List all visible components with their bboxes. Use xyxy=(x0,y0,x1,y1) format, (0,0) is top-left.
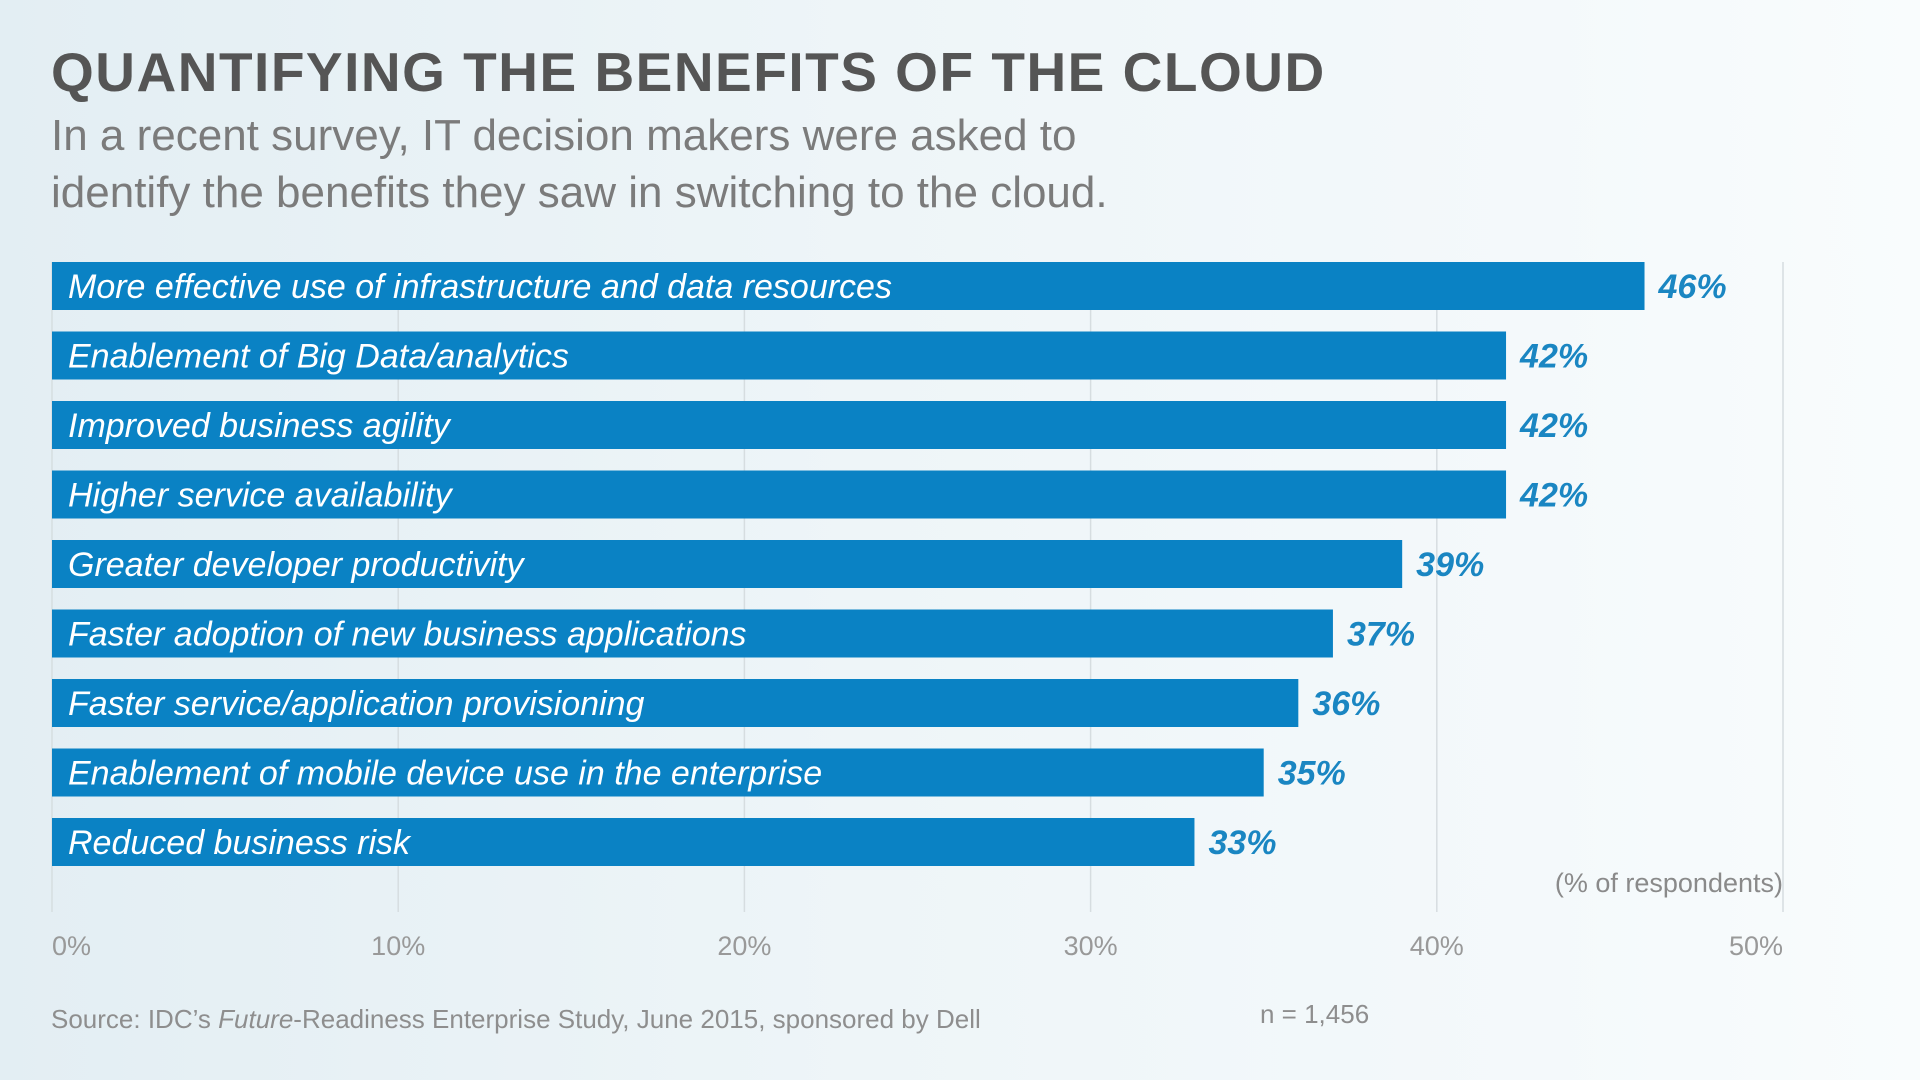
value-label: 42% xyxy=(1519,477,1588,515)
bar-labels: More effective use of infrastructure and… xyxy=(68,268,1727,862)
category-label: More effective use of infrastructure and… xyxy=(68,268,892,306)
x-axis-unit-label: (% of respondents) xyxy=(1555,868,1783,898)
source-suffix: -Readiness Enterprise Study, June 2015, … xyxy=(293,1004,981,1034)
value-label: 37% xyxy=(1347,616,1415,654)
bar xyxy=(52,331,1507,380)
source-prefix: Source: IDC’s xyxy=(51,1004,219,1034)
bar xyxy=(52,401,1507,449)
x-tick-label: 20% xyxy=(717,931,771,961)
bar xyxy=(52,540,1403,588)
category-label: Higher service availability xyxy=(68,477,454,515)
category-label: Enablement of Big Data/analytics xyxy=(68,338,569,376)
chart-subtitle-line-2: identify the benefits they saw in switch… xyxy=(51,168,1108,217)
x-axis: (% of respondents) 0% 10% 20% 30% 40% 50% xyxy=(52,868,1783,961)
category-label: Greater developer productivity xyxy=(68,546,525,584)
bar xyxy=(52,470,1507,519)
x-tick-label: 10% xyxy=(371,931,425,961)
source-italic: Future xyxy=(218,1004,294,1034)
value-label: 42% xyxy=(1519,338,1588,376)
category-label: Improved business agility xyxy=(68,407,452,445)
source-note: Source: IDC’s Future-Readiness Enterpris… xyxy=(51,1004,981,1035)
category-label: Reduced business risk xyxy=(68,824,412,862)
x-tick-label: 0% xyxy=(52,931,91,961)
x-tick-label: 30% xyxy=(1064,931,1118,961)
value-label: 36% xyxy=(1312,685,1380,723)
bar xyxy=(52,818,1195,866)
value-label: 46% xyxy=(1658,268,1727,306)
value-label: 42% xyxy=(1519,407,1588,445)
bar xyxy=(52,609,1333,658)
bar xyxy=(52,262,1645,310)
category-label: Faster adoption of new business applicat… xyxy=(68,616,747,654)
category-label: Faster service/application provisioning xyxy=(68,685,644,723)
x-tick-label: 40% xyxy=(1410,931,1464,961)
chart-title: QUANTIFYING THE BENEFITS OF THE CLOUD xyxy=(51,41,1326,103)
category-label: Enablement of mobile device use in the e… xyxy=(68,755,822,793)
sample-size-note: n = 1,456 xyxy=(1260,999,1370,1029)
bar xyxy=(52,748,1264,797)
x-tick-label: 50% xyxy=(1729,931,1783,961)
bar xyxy=(52,679,1299,727)
value-label: 33% xyxy=(1208,824,1276,862)
chart-subtitle-line-1: In a recent survey, IT decision makers w… xyxy=(51,111,1077,160)
bars xyxy=(52,262,1645,866)
value-label: 39% xyxy=(1416,546,1484,584)
value-label: 35% xyxy=(1278,755,1346,793)
